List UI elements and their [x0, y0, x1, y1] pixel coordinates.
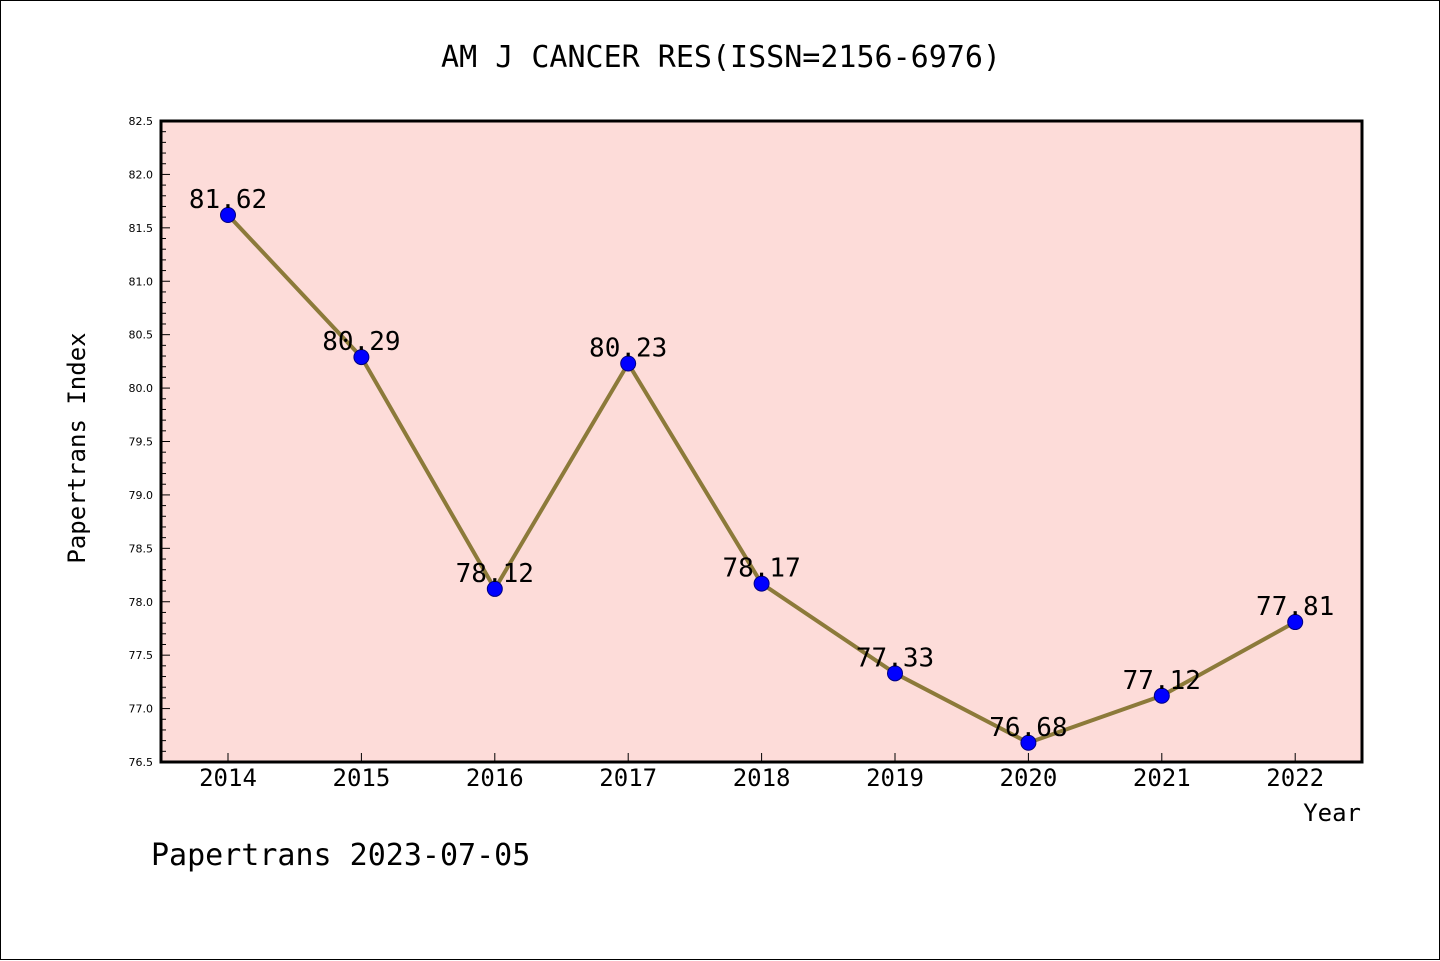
plot-area [161, 121, 1362, 762]
data-labels: 81.62 80.29 78.12 80.23 78.17 77.33 76.68 77.12… [189, 185, 1334, 743]
data-label: 77.81 [1256, 592, 1334, 622]
x-tick-label: 2019 [866, 764, 924, 792]
y-tick-label: 80.0 [129, 382, 154, 395]
data-point [887, 665, 903, 682]
y-axis-label: Papertrans Index [63, 332, 91, 563]
data-point [620, 355, 637, 372]
x-tick-label: 2014 [199, 764, 257, 792]
y-tick-label: 80.5 [129, 329, 154, 342]
x-tick-label: 2020 [1000, 764, 1058, 792]
x-tick-label: 2021 [1133, 764, 1191, 792]
chart-title: AM J CANCER RES(ISSN=2156-6976) [441, 40, 1001, 75]
x-tick-label: 2015 [333, 764, 391, 792]
data-label: 78.17 [722, 554, 800, 584]
y-tick-label: 78.5 [129, 542, 154, 555]
x-tick-label: 2018 [733, 764, 791, 792]
data-points [220, 207, 1304, 751]
data-label: 78.12 [456, 559, 534, 589]
data-point [220, 207, 236, 224]
data-point [486, 580, 503, 597]
y-tick-label: 82.5 [129, 115, 154, 128]
x-tick-label: 2016 [466, 764, 524, 792]
y-tick-label: 81.0 [129, 275, 154, 288]
footer-date: Papertrans 2023-07-05 [151, 838, 530, 873]
y-tick-label: 82.0 [129, 168, 154, 181]
data-point [1020, 734, 1037, 751]
y-tick-label: 79.5 [129, 436, 154, 449]
data-point [353, 349, 370, 366]
data-point [753, 575, 770, 592]
y-tick-label: 79.0 [129, 489, 154, 502]
x-tick-label: 2017 [599, 764, 657, 792]
y-tick-label: 77.5 [129, 649, 154, 662]
data-label: 80.29 [322, 327, 400, 357]
y-tick-label: 76.5 [129, 756, 154, 769]
x-tick-label: 2022 [1266, 764, 1324, 792]
data-label: 76.68 [989, 713, 1067, 743]
y-tick-label: 77.0 [129, 703, 154, 716]
data-point [1287, 614, 1304, 631]
x-axis-label: Year [1303, 799, 1361, 827]
y-axis-tick-labels: 76.5 77.0 77.5 78.0 78.5 79.0 79.5 80.0 80.5 81.0… [129, 115, 154, 769]
data-point [1153, 687, 1170, 704]
plot-border [159, 119, 1364, 764]
y-tick-label: 81.5 [129, 222, 154, 235]
data-label: 80.23 [589, 334, 667, 364]
y-tick-label: 78.0 [129, 596, 154, 609]
x-axis-tick-labels: 2014 2015 2016 2017 2018 2019 2020 2021 2022 [199, 764, 1324, 792]
data-label: 77.12 [1123, 666, 1201, 696]
data-label: 77.33 [856, 643, 934, 673]
data-label: 81.62 [189, 185, 267, 215]
